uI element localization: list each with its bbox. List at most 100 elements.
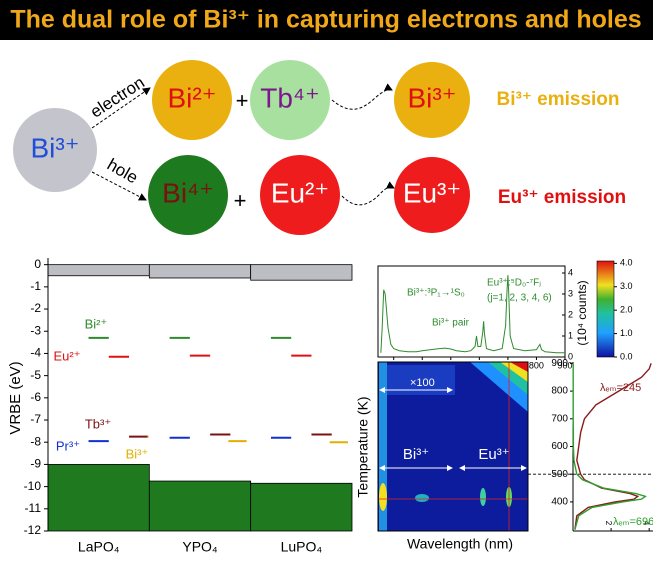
- temperature-chart: 400 500 600 700 800 900 2 4 λₑₘ=245 λₑₘ=696: [528, 358, 653, 532]
- edge-label: electron: [87, 73, 148, 122]
- annotation: Bi³⁺:³P₁→¹S₀: [407, 288, 465, 299]
- y-tick-label: 900: [551, 358, 568, 369]
- edge: [331, 83, 393, 110]
- title-bar: [0, 0, 653, 40]
- y-tick-label: 600: [551, 441, 568, 452]
- heatmap-region: [510, 362, 528, 372]
- series-label: λₑₘ=245: [600, 382, 641, 394]
- node: [394, 157, 470, 233]
- valence-band: [250, 482, 353, 532]
- plot-frame: [377, 361, 529, 532]
- node-label: Eu²⁺: [271, 177, 329, 208]
- series-label: λₑₘ=696: [613, 516, 653, 528]
- vrbe-chart: LaPO₄ YPO₄ LuPO₄ Bi²⁺ Eu²⁺ Tb³⁺ Pr³⁺ Bi³⁺ 0 -1 -2 -…: [7, 257, 353, 555]
- y-tick-label: 800: [551, 386, 568, 397]
- y-axis-label: VRBE (eV): [7, 361, 24, 434]
- plus: +: [234, 188, 247, 213]
- spectrum-line: [380, 275, 565, 354]
- y-tick-label: -2: [30, 301, 41, 315]
- x-tick-label: LaPO₄: [78, 539, 120, 555]
- node-label: Bi²⁺: [168, 82, 217, 113]
- y-tick-label: 400: [551, 497, 568, 508]
- node-label: Bi³⁺: [408, 82, 457, 113]
- node-label: Bi³⁺: [31, 132, 80, 163]
- temperature-curve: [574, 363, 652, 530]
- conduction-band: [47, 264, 150, 277]
- y-tick-label: -8: [30, 434, 41, 448]
- edge: [91, 87, 151, 129]
- y-tick-label: -1: [30, 279, 41, 293]
- heatmap-region: [379, 362, 387, 531]
- edge: [341, 181, 395, 206]
- node-label: Bi⁴⁺: [162, 177, 214, 208]
- annotation: ×100: [410, 377, 435, 389]
- x-tick-label: 4: [642, 521, 651, 526]
- plus: +: [236, 88, 249, 113]
- edge-label: hole: [104, 155, 141, 188]
- level-label: Eu²⁺: [53, 348, 80, 363]
- colorbar-tick-label: 0.0: [620, 351, 633, 361]
- y-tick-label: -4: [30, 346, 41, 360]
- x-tick-label: LuPO₄: [281, 539, 323, 555]
- y-tick-label: -11: [25, 501, 42, 515]
- level-label: Bi²⁺: [85, 316, 108, 331]
- heatmap-spot: [415, 494, 429, 502]
- heatmap-chart: ×100 Bi³⁺ Eu³⁺ Wavelength (nm) Temperatu…: [355, 361, 529, 552]
- node-label: Tb⁴⁺: [260, 82, 320, 113]
- diagram: Bi³⁺ Bi²⁺ + Tb⁴⁺ Bi³⁺ Bi³⁺ emission Bi⁴⁺…: [13, 60, 626, 235]
- y-tick-label: 1: [568, 330, 573, 340]
- annotation: Bi³⁺ pair: [432, 318, 470, 329]
- x-tick-label: 900: [557, 360, 572, 370]
- node: [394, 62, 470, 138]
- colorbar-tick-label: 3.0: [620, 281, 633, 291]
- node: [13, 108, 97, 192]
- y-tick-label: 3: [568, 288, 573, 298]
- y-tick-label: -5: [30, 368, 41, 382]
- level-label: Pr³⁺: [56, 438, 80, 453]
- level-label: Bi³⁺: [126, 446, 149, 461]
- x-tick-label: YPO₄: [182, 539, 218, 555]
- x-tick-label: 2: [604, 521, 613, 526]
- heatmap-spot: [480, 488, 486, 506]
- y-tick-label: 4: [568, 267, 573, 277]
- colorbar-tick-label: 1.0: [620, 328, 633, 338]
- y-tick-label: -12: [24, 523, 42, 537]
- y-tick-label: -9: [30, 457, 41, 471]
- annotation: Bi³⁺: [403, 446, 429, 463]
- y-axis-label: (10⁴ counts): [575, 280, 589, 345]
- y-tick-label: 0: [34, 257, 41, 271]
- annotation: (j=1, 2, 3, 4, 6): [487, 293, 552, 304]
- edge: [91, 171, 147, 201]
- annotation: Eu³⁺:⁵D₀-⁷Fⱼ: [487, 278, 541, 289]
- plot-frame: [377, 265, 566, 358]
- conduction-band: [250, 264, 353, 281]
- spectrum-chart: 30040050060070080090001234(10⁴ counts)Bi…: [377, 258, 633, 370]
- y-tick-label: 700: [551, 413, 568, 424]
- emission-label: Eu³⁺ emission: [498, 187, 626, 208]
- node: [152, 60, 232, 140]
- node: [148, 155, 228, 235]
- heatmap-spot: [379, 483, 387, 511]
- annotation: Eu³⁺: [478, 446, 509, 463]
- x-axis-label: Wavelength (nm): [407, 536, 513, 552]
- conduction-band: [148, 264, 252, 279]
- y-tick-label: 0: [568, 351, 573, 361]
- valence-band: [148, 480, 252, 532]
- temperature-curve: [572, 363, 647, 530]
- y-tick-label: -3: [30, 323, 41, 337]
- emission-label: Bi³⁺ emission: [497, 89, 620, 110]
- y-tick-label: 2: [568, 309, 573, 319]
- node: [250, 60, 330, 140]
- level-label: Tb³⁺: [85, 416, 111, 431]
- y-axis-label: Temperature (K): [355, 396, 371, 497]
- y-tick-label: -10: [24, 479, 42, 493]
- y-tick-label: 500: [551, 469, 568, 480]
- y-tick-label: -6: [30, 390, 41, 404]
- x-tick-label: 800: [529, 360, 544, 370]
- y-tick-label: -7: [30, 412, 41, 426]
- node-label: Eu³⁺: [403, 177, 461, 208]
- colorbar: [596, 260, 615, 358]
- valence-band: [47, 464, 150, 532]
- colorbar-tick-label: 4.0: [620, 258, 633, 268]
